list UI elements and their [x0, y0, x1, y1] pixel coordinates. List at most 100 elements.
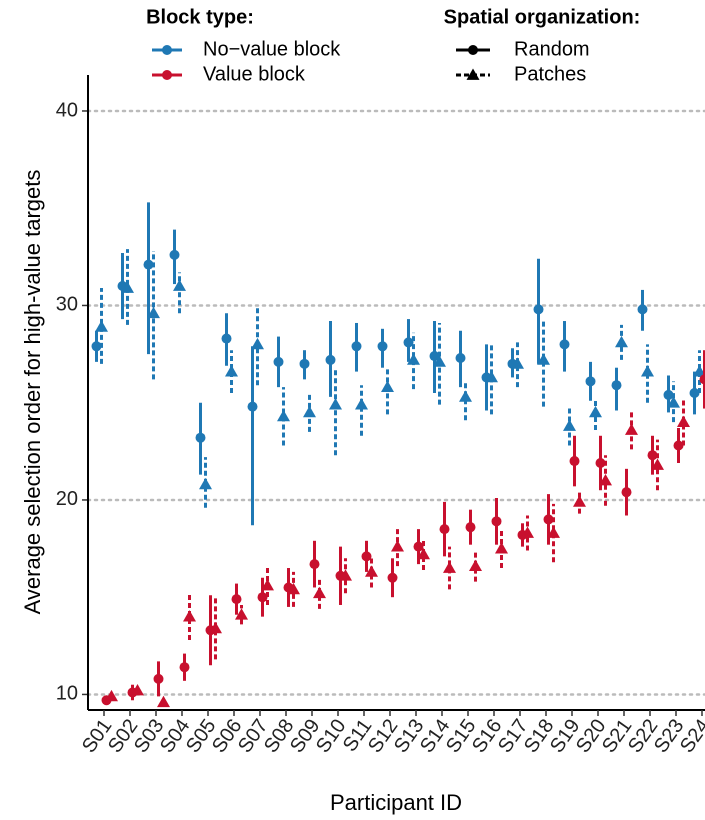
point [195, 432, 206, 443]
point [537, 353, 550, 365]
point [595, 458, 606, 469]
point [225, 365, 238, 377]
point [439, 524, 450, 535]
point [199, 477, 212, 490]
point [261, 579, 274, 591]
point [663, 389, 674, 400]
point [585, 376, 596, 387]
point [533, 304, 544, 315]
point [121, 281, 134, 293]
point [651, 458, 664, 470]
point [173, 279, 186, 291]
legend-label: Random [514, 38, 590, 60]
point [413, 541, 424, 552]
point [277, 409, 290, 422]
point [673, 440, 684, 451]
point [325, 354, 336, 365]
point [615, 335, 628, 348]
point [257, 592, 268, 603]
point [547, 526, 560, 538]
point [365, 565, 378, 577]
x-axis-title: Participant ID [330, 790, 462, 815]
point [147, 306, 160, 319]
point [621, 487, 632, 498]
point [287, 582, 300, 595]
point [641, 365, 654, 377]
point [355, 398, 368, 410]
point [387, 572, 398, 583]
point [521, 526, 534, 538]
point [625, 423, 638, 435]
point [485, 370, 498, 383]
legend-label: Value block [203, 63, 306, 85]
point [647, 450, 658, 461]
point [599, 474, 612, 486]
legend-label: No−value block [203, 38, 341, 60]
point [459, 390, 472, 402]
y-tick-label: 20 [56, 488, 78, 510]
point [667, 396, 680, 408]
legend-swatch [162, 45, 172, 55]
y-tick-label: 40 [56, 99, 78, 121]
point [329, 398, 342, 410]
point [391, 540, 404, 552]
point [407, 353, 420, 365]
point [693, 365, 705, 377]
legend-swatch [468, 45, 478, 55]
point [91, 341, 102, 352]
point [443, 561, 456, 573]
point [157, 695, 170, 708]
point [417, 547, 430, 560]
legend-title: Block type: [146, 6, 254, 28]
point [491, 516, 502, 527]
point [351, 341, 362, 352]
point [273, 356, 284, 367]
point [677, 415, 690, 428]
point [309, 559, 320, 570]
point [589, 405, 602, 418]
point [699, 374, 705, 385]
point [183, 610, 196, 622]
point [313, 586, 326, 599]
point [429, 351, 440, 362]
point [221, 333, 232, 344]
legend-label: Patches [514, 63, 586, 85]
point [231, 594, 242, 605]
point [377, 341, 388, 352]
point [251, 337, 264, 350]
y-tick-label: 30 [56, 294, 78, 316]
point [511, 357, 524, 369]
point [495, 542, 508, 554]
legend-title: Spatial organization: [444, 6, 641, 28]
point [403, 337, 414, 348]
point [95, 320, 108, 332]
point [235, 608, 248, 620]
point [543, 514, 554, 525]
point [381, 380, 394, 393]
point [299, 358, 310, 369]
y-tick-label: 10 [56, 683, 78, 705]
point [105, 689, 118, 702]
point [559, 339, 570, 350]
point [209, 621, 222, 634]
legend-swatch [162, 70, 172, 80]
point [433, 355, 446, 367]
point [573, 495, 586, 507]
point [179, 662, 190, 673]
point [637, 304, 648, 315]
point [153, 673, 164, 684]
point [361, 551, 372, 562]
point [339, 569, 352, 581]
point [563, 419, 576, 431]
point [169, 249, 180, 260]
point [469, 559, 482, 571]
point [569, 456, 580, 467]
point [611, 380, 622, 391]
point [455, 352, 466, 363]
point [143, 259, 154, 270]
point [131, 684, 144, 696]
point [247, 401, 258, 412]
legend-swatch [466, 68, 480, 80]
point [689, 387, 700, 398]
